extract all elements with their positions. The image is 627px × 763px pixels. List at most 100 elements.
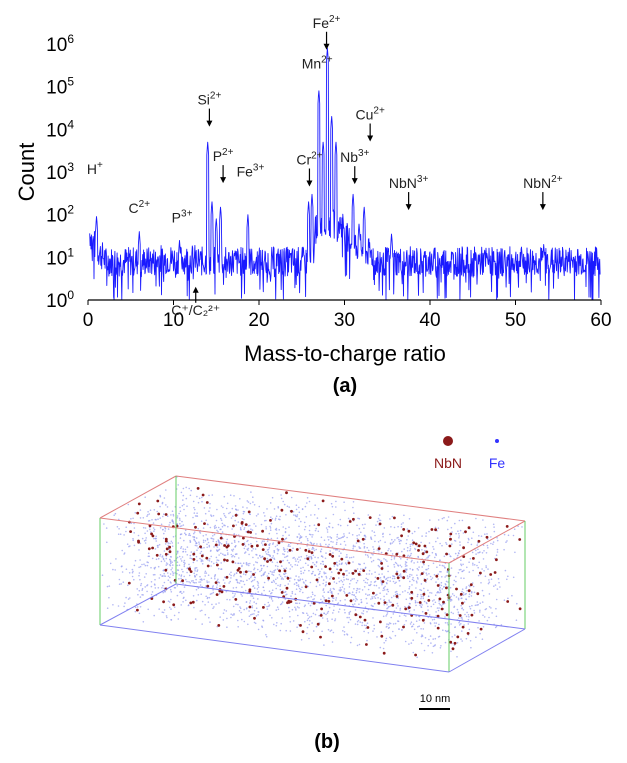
fe-atom <box>217 539 220 542</box>
fe-atom <box>425 601 428 604</box>
fe-atom <box>445 580 448 583</box>
fe-atom <box>199 610 202 612</box>
fe-atom <box>330 502 333 505</box>
fe-atom <box>358 527 361 530</box>
fe-atom <box>505 541 507 543</box>
fe-atom <box>386 601 388 604</box>
fe-atom <box>332 587 335 590</box>
fe-atom <box>274 565 277 567</box>
fe-atom <box>423 587 425 590</box>
fe-atom <box>212 591 215 594</box>
fe-atom <box>276 622 278 624</box>
fe-atom <box>180 604 182 606</box>
fe-atom <box>327 536 329 538</box>
fe-atom <box>118 583 121 585</box>
fe-atom <box>184 562 186 564</box>
nbn-atom <box>151 546 155 550</box>
fe-atom <box>215 540 218 543</box>
fe-atom <box>308 500 311 503</box>
fe-atom <box>431 577 434 579</box>
fe-atom <box>290 595 292 597</box>
fe-atom <box>412 623 415 626</box>
fe-atom <box>278 573 281 576</box>
nbn-atom <box>192 552 196 556</box>
fe-atom <box>237 562 239 565</box>
fe-atom <box>387 570 389 573</box>
fe-atom <box>199 578 202 581</box>
fe-atom <box>340 552 342 554</box>
fe-atom <box>467 623 470 625</box>
nbn-atom <box>451 647 455 651</box>
fe-atom <box>296 558 299 560</box>
fe-atom <box>468 595 470 598</box>
fe-atom <box>361 589 364 591</box>
fe-atom <box>383 576 386 579</box>
nbn-atom <box>393 516 396 520</box>
fe-atom <box>326 529 329 531</box>
fe-atom <box>253 601 255 603</box>
fe-atom <box>420 593 422 596</box>
fe-atom <box>363 527 365 529</box>
peak-label: NbN3+ <box>389 174 429 191</box>
fe-atom <box>388 599 390 601</box>
nbn-atom <box>280 591 284 594</box>
fe-atom <box>146 515 148 517</box>
fe-atom <box>195 567 198 569</box>
fe-atom <box>265 553 268 555</box>
nbn-atom <box>194 525 197 529</box>
fe-atom <box>237 540 240 543</box>
fe-atom <box>178 564 181 566</box>
fe-atom <box>436 566 438 568</box>
fe-atom <box>486 544 489 547</box>
nbn-atom <box>345 594 349 597</box>
fe-atom <box>406 575 409 577</box>
fe-atom <box>363 547 366 549</box>
fe-atom <box>325 613 327 616</box>
fe-atom <box>427 605 429 608</box>
fe-atom <box>386 604 388 606</box>
fe-atom <box>447 516 450 518</box>
nbn-atom-cloud <box>127 487 522 657</box>
fe-atom <box>472 569 474 572</box>
fe-atom <box>477 552 479 554</box>
fe-atom <box>413 628 416 631</box>
fe-atom <box>295 602 297 604</box>
fe-atom <box>331 641 334 643</box>
fe-atom <box>300 570 302 573</box>
fe-atom <box>352 603 354 606</box>
fe-atom <box>233 573 236 575</box>
fe-atom <box>366 582 369 584</box>
fe-atom <box>348 586 351 588</box>
fe-atom <box>130 518 132 520</box>
fe-atom <box>277 608 280 611</box>
nbn-atom <box>266 560 269 563</box>
fe-atom <box>354 595 357 598</box>
fe-atom <box>193 536 196 538</box>
fe-atom <box>421 635 424 637</box>
fe-atom <box>262 544 264 546</box>
nbn-atom <box>396 576 400 580</box>
fe-atom <box>165 564 168 566</box>
fe-atom <box>230 571 232 574</box>
fe-atom <box>313 549 316 552</box>
fe-atom <box>410 621 413 623</box>
fe-atom <box>324 572 327 574</box>
fe-atom <box>150 585 153 588</box>
fe-atom <box>441 576 443 578</box>
fe-atom <box>455 532 457 535</box>
fe-atom <box>167 579 170 581</box>
fe-atom <box>160 523 163 526</box>
fe-atom <box>356 623 359 626</box>
nbn-atom <box>269 519 272 522</box>
fe-atom <box>346 569 348 572</box>
nbn-atom <box>395 572 399 576</box>
fe-atom <box>429 635 432 637</box>
fe-atom <box>331 526 334 529</box>
fe-atom <box>363 624 366 627</box>
nbn-atom <box>290 509 293 513</box>
fe-atom <box>247 501 250 503</box>
fe-atom <box>429 519 431 521</box>
fe-atom <box>360 531 362 534</box>
fe-atom <box>397 605 399 607</box>
fe-atom <box>116 526 119 528</box>
